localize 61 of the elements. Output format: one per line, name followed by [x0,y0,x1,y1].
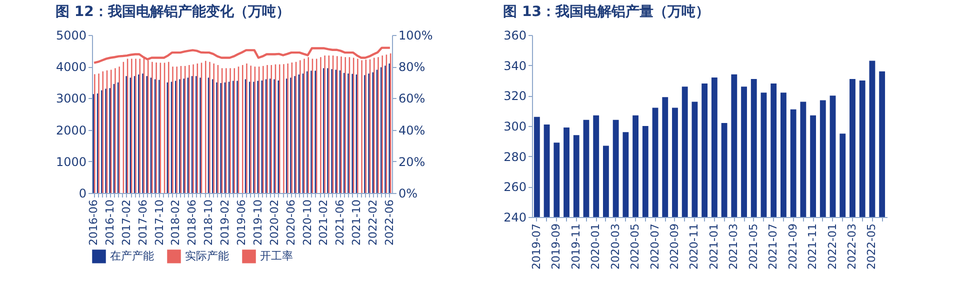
x-tick-label: 2020-09 [668,224,681,270]
x-tick-label: 2020-10 [300,200,314,246]
x-tick-label: 2019-11 [569,224,582,270]
x-tick-label: 2020-11 [688,224,701,270]
y-tick-label: 3000 [56,92,86,106]
x-tick-label: 2022-03 [845,224,858,270]
x-tick-label: 2020-06 [284,200,298,246]
y2-tick-label: 80% [398,60,426,74]
x-tick-label: 2017-06 [136,200,150,246]
x-tick-label: 2020-02 [268,200,281,246]
x-tick-label: 2019-09 [550,224,563,270]
chart-title: 图 13：我国电解铝产量（万吨） [503,3,710,20]
y-tick-label: 260 [504,180,526,194]
y2-tick-label: 100% [398,28,433,42]
y-tick-label: 340 [504,58,526,73]
y-tick-label: 0 [78,186,86,200]
x-tick-label: 2021-03 [727,224,740,270]
y2-tick-label: 0% [398,186,418,200]
x-tick-label: 2018-02 [169,200,182,246]
x-tick-label: 2020-07 [648,224,662,270]
x-tick-label: 2022-01 [826,224,839,270]
y-tick-label: 1000 [56,154,86,169]
y-tick-label: 300 [504,120,526,134]
x-tick-label: 2021-06 [334,200,347,246]
x-tick-label: 2017-02 [120,200,133,246]
legend-label: 开工率 [260,249,293,262]
x-tick-label: 2019-06 [235,200,248,246]
y2-tick-label: 60% [398,92,426,106]
y-tick-label: 320 [504,89,526,104]
legend-label: 实际产能 [185,249,229,262]
x-tick-label: 2018-10 [202,200,216,246]
x-tick-label: 2021-11 [806,224,820,270]
x-tick-label: 2016-10 [103,200,116,246]
x-tick-label: 2016-06 [87,200,100,246]
y-tick-label: 240 [504,210,526,224]
legend-label: 在产产能 [110,249,154,262]
y2-tick-label: 40% [398,123,426,138]
x-tick-label: 2019-10 [251,200,264,246]
y-tick-label: 5000 [56,28,86,42]
x-tick-label: 2020-01 [589,224,602,270]
x-tick-label: 2021-01 [707,224,720,270]
x-tick-label: 2017-10 [152,200,166,246]
x-tick-label: 2018-06 [186,200,199,246]
x-tick-label: 2021-10 [350,200,364,246]
y2-tick-label: 20% [398,154,426,169]
x-tick-label: 2019-07 [530,224,543,270]
x-tick-label: 2020-03 [608,224,622,270]
x-tick-label: 2021-09 [786,224,800,270]
x-tick-label: 2020-05 [628,224,642,270]
y-tick-label: 360 [504,28,526,42]
x-tick-label: 2019-02 [218,200,232,246]
x-tick-label: 2022-02 [366,200,380,246]
x-tick-label: 2021-05 [746,224,760,270]
chart-title: 图 12：我国电解铝产能变化（万吨） [55,3,290,20]
x-tick-label: 2022-05 [865,224,878,270]
x-tick-label: 2022-06 [382,200,396,246]
y-tick-label: 2000 [56,123,86,138]
x-tick-label: 2021-07 [766,224,780,270]
y-tick-label: 280 [504,150,526,164]
x-tick-label: 2021-02 [317,200,330,246]
y-tick-label: 4000 [56,60,86,74]
